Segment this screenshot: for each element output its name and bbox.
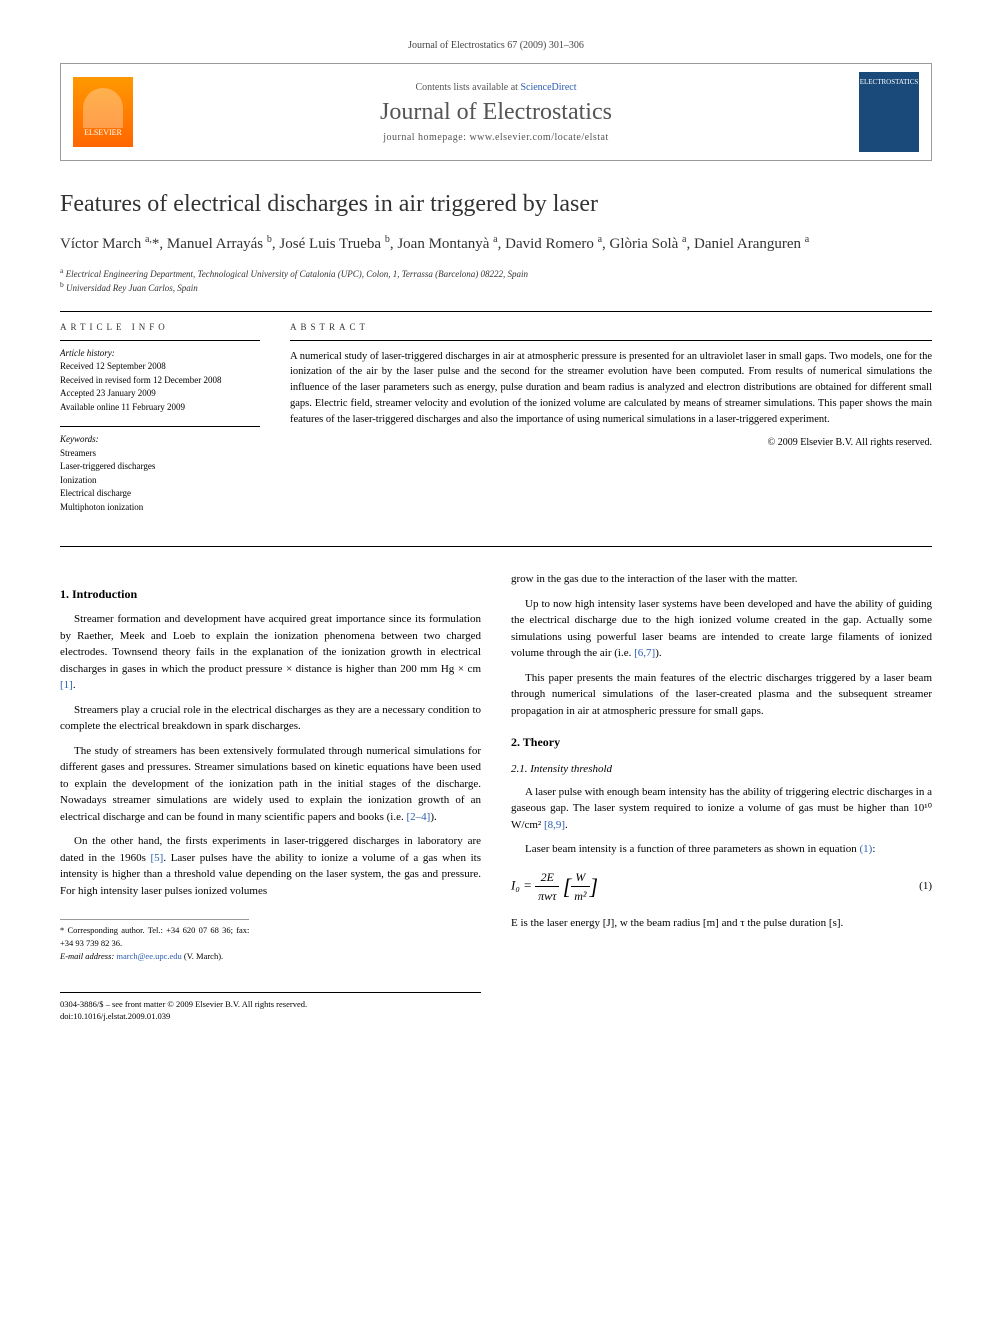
homepage-prefix: journal homepage: xyxy=(383,132,469,143)
header-citation: Journal of Electrostatics 67 (2009) 301–… xyxy=(60,40,932,51)
section-heading: 2. Theory xyxy=(511,733,932,751)
divider xyxy=(60,311,932,312)
body-text: . xyxy=(565,819,568,831)
homepage-url[interactable]: www.elsevier.com/locate/elstat xyxy=(469,132,608,143)
citation-link[interactable]: [5] xyxy=(151,852,164,864)
body-text: . xyxy=(73,679,76,691)
divider xyxy=(60,546,932,547)
keywords-label: Keywords: xyxy=(60,433,260,447)
keyword: Multiphoton ionization xyxy=(60,501,260,515)
section-heading: 1. Introduction xyxy=(60,585,481,603)
body-text: Streamer formation and development have … xyxy=(60,613,481,675)
equation-number: (1) xyxy=(919,878,932,895)
history-label: Article history: xyxy=(60,347,260,361)
history-received: Received 12 September 2008 xyxy=(60,360,260,374)
authors: Víctor March a,*, Manuel Arrayás b, José… xyxy=(60,232,932,256)
abstract-copyright: © 2009 Elsevier B.V. All rights reserved… xyxy=(290,435,932,450)
affiliation-b: Universidad Rey Juan Carlos, Spain xyxy=(66,283,198,293)
elsevier-logo: ELSEVIER xyxy=(73,77,133,147)
left-column: 1. Introduction Streamer formation and d… xyxy=(60,571,481,1023)
corr-email-link[interactable]: march@ee.upc.edu xyxy=(116,951,181,961)
journal-cover-thumb: ELECTROSTATICS xyxy=(859,72,919,152)
corr-text: * Corresponding author. Tel.: +34 620 07… xyxy=(60,924,249,950)
header-box: ELSEVIER Contents lists available at Sci… xyxy=(60,63,932,161)
affiliation-a: Electrical Engineering Department, Techn… xyxy=(66,269,528,279)
corr-suffix: (V. March). xyxy=(182,951,223,961)
equation-1: I₀ = 2Eπwτ [Wm²] (1) xyxy=(511,868,932,905)
body-text: ). xyxy=(655,647,661,659)
body-text: Laser beam intensity is a function of th… xyxy=(525,843,859,855)
journal-name: Journal of Electrostatics xyxy=(133,99,859,126)
sciencedirect-link[interactable]: ScienceDirect xyxy=(520,82,576,93)
homepage-line: journal homepage: www.elsevier.com/locat… xyxy=(133,132,859,143)
body-text: E is the laser energy [J], w the beam ra… xyxy=(511,915,932,932)
keyword: Laser-triggered discharges xyxy=(60,460,260,474)
contents-prefix: Contents lists available at xyxy=(415,82,520,93)
contents-line: Contents lists available at ScienceDirec… xyxy=(133,82,859,93)
eq-den: πwτ xyxy=(535,887,559,905)
article-info: ARTICLE INFO Article history: Received 1… xyxy=(60,322,260,527)
citation-link[interactable]: [6,7] xyxy=(634,647,655,659)
elsevier-logo-text: ELSEVIER xyxy=(84,128,122,137)
body-text: This paper presents the main features of… xyxy=(511,670,932,720)
keyword: Electrical discharge xyxy=(60,487,260,501)
body-text: ). xyxy=(430,811,436,823)
article-title: Features of electrical discharges in air… xyxy=(60,191,932,218)
right-column: grow in the gas due to the interaction o… xyxy=(511,571,932,1023)
article-info-heading: ARTICLE INFO xyxy=(60,322,260,332)
abstract-heading: ABSTRACT xyxy=(290,322,932,332)
eq-unit-num: W xyxy=(571,868,589,887)
keyword: Ionization xyxy=(60,474,260,488)
citation-link[interactable]: [1] xyxy=(60,679,73,691)
body-text: Streamers play a crucial role in the ele… xyxy=(60,702,481,735)
subsection-heading: 2.1. Intensity threshold xyxy=(511,761,932,778)
footer-doi: doi:10.1016/j.elstat.2009.01.039 xyxy=(60,1011,481,1023)
keyword: Streamers xyxy=(60,447,260,461)
footer: 0304-3886/$ – see front matter © 2009 El… xyxy=(60,992,481,1023)
history-revised: Received in revised form 12 December 200… xyxy=(60,374,260,388)
body-text: Up to now high intensity laser systems h… xyxy=(511,598,932,660)
body-text: : xyxy=(872,843,875,855)
body-text: A laser pulse with enough beam intensity… xyxy=(511,786,932,831)
citation-link[interactable]: [2–4] xyxy=(406,811,430,823)
history-online: Available online 11 February 2009 xyxy=(60,401,260,415)
history-accepted: Accepted 23 January 2009 xyxy=(60,387,260,401)
abstract: ABSTRACT A numerical study of laser-trig… xyxy=(290,322,932,527)
citation-link[interactable]: [8,9] xyxy=(544,819,565,831)
eq-num: 2E xyxy=(535,868,559,887)
equation-ref[interactable]: (1) xyxy=(859,843,872,855)
affiliations: a Electrical Engineering Department, Tec… xyxy=(60,266,932,295)
email-label: E-mail address: xyxy=(60,951,116,961)
body-text: grow in the gas due to the interaction o… xyxy=(511,571,932,588)
eq-lhs: I₀ = xyxy=(511,877,535,892)
corresponding-author: * Corresponding author. Tel.: +34 620 07… xyxy=(60,919,249,962)
footer-copyright: 0304-3886/$ – see front matter © 2009 El… xyxy=(60,999,481,1011)
abstract-text: A numerical study of laser-triggered dis… xyxy=(290,351,932,425)
eq-unit-den: m² xyxy=(571,887,589,905)
